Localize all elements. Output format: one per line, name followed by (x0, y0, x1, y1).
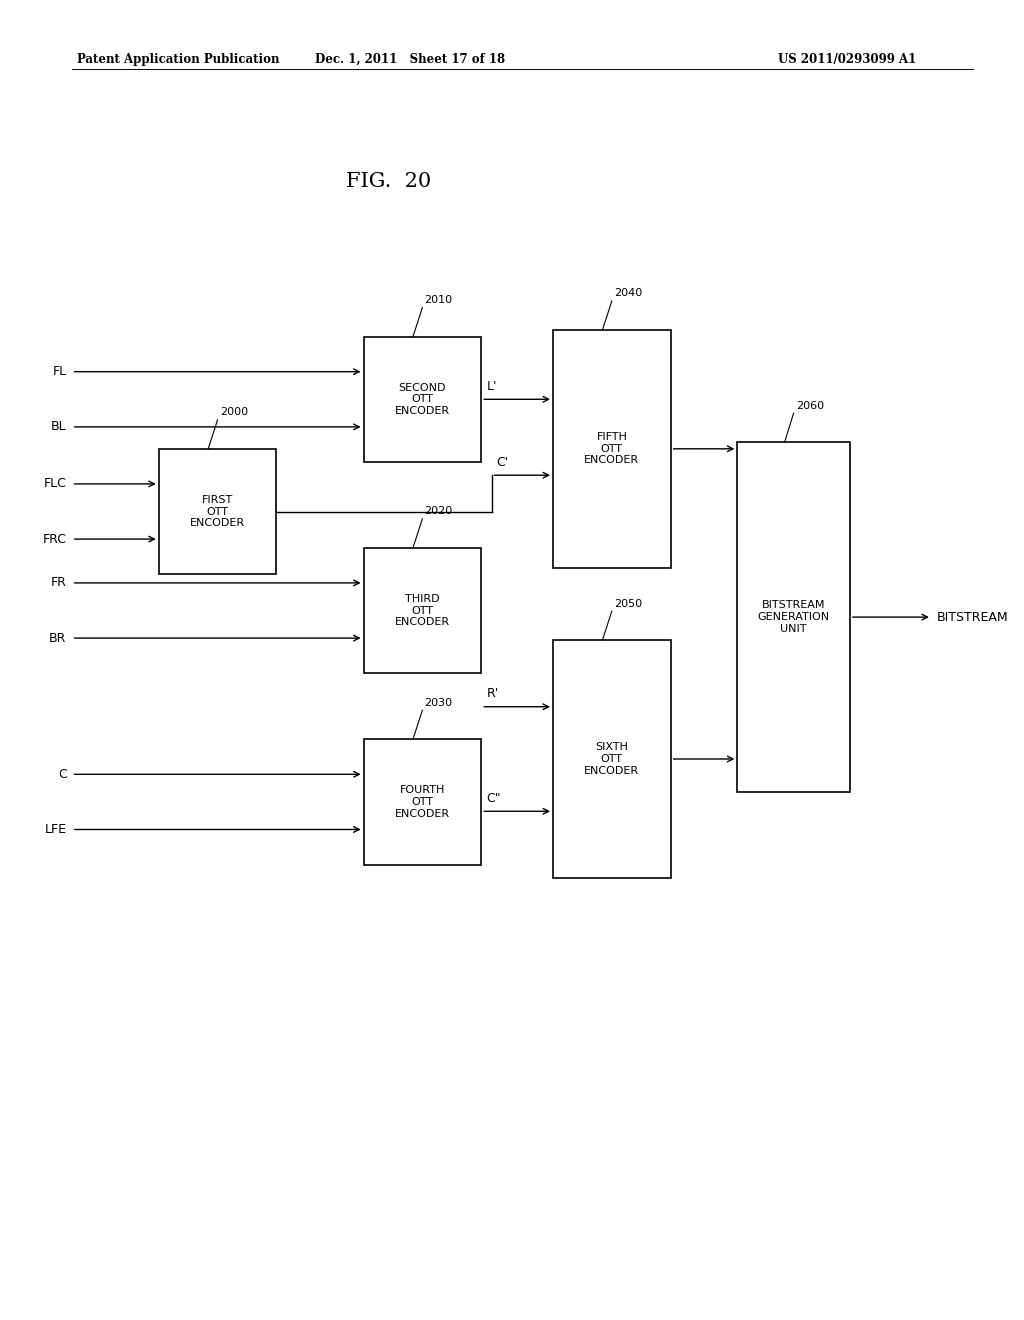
Text: Dec. 1, 2011   Sheet 17 of 18: Dec. 1, 2011 Sheet 17 of 18 (314, 53, 505, 66)
Text: THIRD
OTT
ENCODER: THIRD OTT ENCODER (395, 594, 450, 627)
Bar (553, 330, 671, 568)
Text: 2050: 2050 (614, 598, 642, 609)
Text: 2000: 2000 (219, 407, 248, 417)
Text: Patent Application Publication: Patent Application Publication (77, 53, 280, 66)
Bar (159, 449, 276, 574)
Text: 2030: 2030 (424, 697, 453, 708)
Text: BITSTREAM: BITSTREAM (937, 611, 1009, 623)
Bar (364, 337, 481, 462)
Bar (737, 442, 850, 792)
Text: 2040: 2040 (614, 288, 642, 298)
Text: FIFTH
OTT
ENCODER: FIFTH OTT ENCODER (585, 432, 639, 466)
Text: C: C (57, 768, 67, 781)
Text: 2060: 2060 (796, 400, 823, 411)
Text: US 2011/0293099 A1: US 2011/0293099 A1 (778, 53, 916, 66)
Text: FIRST
OTT
ENCODER: FIRST OTT ENCODER (190, 495, 245, 528)
Text: L': L' (486, 380, 497, 393)
Text: SIXTH
OTT
ENCODER: SIXTH OTT ENCODER (585, 742, 639, 776)
Text: SECOND
OTT
ENCODER: SECOND OTT ENCODER (395, 383, 450, 416)
Text: FIG.  20: FIG. 20 (346, 172, 432, 190)
Text: FLC: FLC (44, 478, 67, 491)
Text: BL: BL (51, 420, 67, 433)
Text: BR: BR (49, 631, 67, 644)
Text: 2020: 2020 (424, 506, 453, 516)
Bar (553, 640, 671, 878)
Text: FR: FR (50, 577, 67, 590)
Text: LFE: LFE (45, 822, 67, 836)
Text: C': C' (497, 455, 509, 469)
Text: FOURTH
OTT
ENCODER: FOURTH OTT ENCODER (395, 785, 450, 818)
Bar (364, 739, 481, 865)
Text: R': R' (486, 688, 499, 700)
Text: 2010: 2010 (424, 294, 453, 305)
Text: C": C" (486, 792, 501, 805)
Text: FL: FL (52, 366, 67, 379)
Text: FRC: FRC (43, 532, 67, 545)
Text: BITSTREAM
GENERATION
UNIT: BITSTREAM GENERATION UNIT (758, 601, 829, 634)
Bar (364, 548, 481, 673)
